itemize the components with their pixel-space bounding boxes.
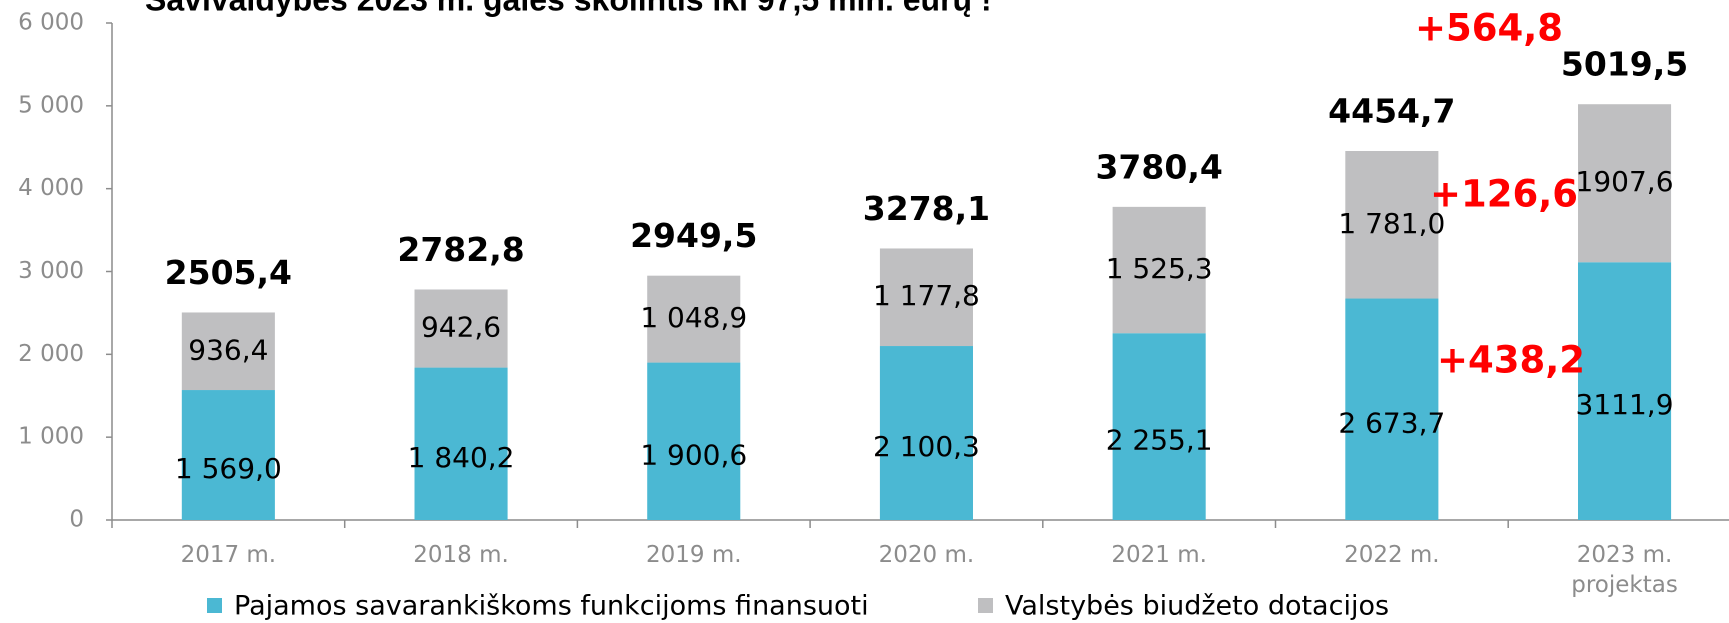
annotation: +438,2	[1437, 339, 1585, 382]
bar-segment	[414, 289, 508, 368]
bar-segment	[879, 346, 973, 520]
total-label: 2949,5	[630, 216, 757, 255]
bar-segment	[647, 362, 741, 520]
x-tick-label: 2020 m.	[878, 542, 975, 568]
x-tick-label: 2018 m.	[413, 542, 509, 568]
annotation: +126,6	[1430, 173, 1578, 216]
total-label: 3278,1	[863, 189, 990, 228]
y-tick-label: 6 000	[18, 10, 84, 36]
y-tick-label: 2 000	[18, 341, 84, 367]
bar-segment	[1112, 206, 1206, 334]
x-tick-label: 2023 m. projektas	[1571, 542, 1678, 598]
value-label: 2 673,7	[1338, 406, 1445, 439]
bar-segment	[414, 367, 508, 520]
x-tick-label: 2021 m.	[1111, 542, 1207, 568]
legend-label: Pajamos savarankiškoms funkcijoms finans…	[234, 591, 869, 622]
bar-segment	[1345, 298, 1439, 520]
total-label: 4454,7	[1328, 92, 1455, 131]
total-label: 3780,4	[1095, 147, 1222, 186]
value-label: 1 781,0	[1338, 207, 1445, 240]
total-label: 2505,4	[165, 253, 292, 292]
bar-segment	[181, 390, 275, 520]
bar-segment	[1578, 262, 1672, 520]
x-tick-label: 2022 m.	[1344, 542, 1440, 568]
annotation: +564,8	[1415, 7, 1563, 50]
y-tick-label: 4 000	[18, 175, 84, 201]
value-label: 1 569,0	[175, 452, 282, 485]
bar-segment	[1578, 104, 1672, 263]
value-label: 1 900,6	[640, 438, 747, 471]
y-tick-label: 0	[69, 507, 84, 533]
bar-segment	[647, 275, 741, 363]
total-label: 2782,8	[397, 230, 524, 269]
total-label: 5019,5	[1561, 45, 1688, 84]
value-label: 1 840,2	[408, 441, 515, 474]
value-label: 1 048,9	[640, 301, 747, 334]
y-tick-label: 1 000	[18, 424, 84, 450]
legend-swatch	[207, 598, 222, 613]
y-tick-label: 5 000	[18, 92, 84, 118]
bar-segment	[879, 248, 973, 347]
x-tick-label: 2019 m.	[645, 542, 742, 568]
x-tick-label: 2017 m.	[180, 542, 277, 568]
value-label: 2 100,3	[873, 430, 980, 463]
value-label: 942,6	[421, 311, 501, 344]
bar-segment	[1112, 333, 1206, 520]
value-label: 1907,6	[1576, 165, 1674, 198]
legend-label: Valstybės biudžeto dotacijos	[1005, 591, 1389, 622]
legend-swatch	[978, 598, 993, 613]
value-label: 936,4	[188, 333, 268, 366]
value-label: 1 177,8	[873, 279, 980, 312]
bar-segment	[181, 312, 275, 391]
value-label: 2 255,1	[1106, 424, 1213, 457]
y-tick-label: 3 000	[18, 258, 84, 284]
bar-segment	[1345, 151, 1439, 299]
value-label: 3111,9	[1576, 388, 1674, 421]
chart-title: Savivaldybės 2023 m. galės skolintis iki…	[145, 0, 992, 17]
value-label: 1 525,3	[1106, 252, 1213, 285]
